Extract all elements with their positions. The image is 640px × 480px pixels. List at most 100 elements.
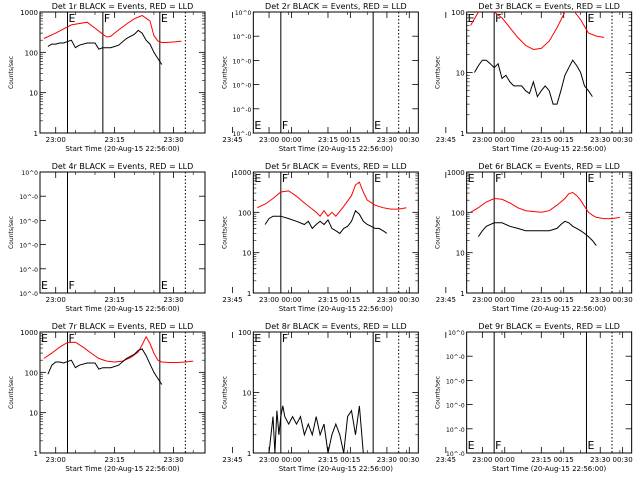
y-tick-label: 10^-0 [446,354,465,361]
x-tick-label: 23:45 [222,136,242,144]
y-tick-label: 1000 [234,169,252,177]
marker-label-E: E [468,439,475,452]
y-tick-label: 1 [34,450,38,458]
marker-label-E: E [161,279,168,292]
detector-panel-5: Det 5r BLACK = Events, RED = LLD 1 10 100 10… [221,162,632,313]
plot-frame [466,171,633,294]
y-tick-label: 10 [29,90,38,98]
y-tick-label: 10^-0 [233,131,252,138]
lld-series-line [470,12,605,51]
x-axis-label: Start Time (20-Aug-15 22:56:00) [65,305,179,313]
marker-label-E: E [587,439,594,452]
x-tick-label: 23:15 [318,296,338,304]
plot-frame [252,331,419,454]
detector-panel-9: Det 9r BLACK = Events, RED = LLD 10^-0 10^… [435,322,633,473]
x-tick-label: 23:45 [222,456,242,464]
y-axis-label: Counts/sec [221,216,228,249]
x-tick-label: 00:00 [281,296,301,304]
x-tick-label: 00:15 [554,296,574,304]
panel-title: Det 5r BLACK = Events, RED = LLD [265,162,407,171]
y-axis-label: Counts/sec [435,376,442,409]
y-tick-label: 10^-0 [446,451,465,458]
y-axis-label: Counts/sec [221,376,228,409]
marker-label-F: F [495,439,501,452]
plot-frame [39,11,206,134]
y-axis-label: Counts/sec [8,376,15,409]
x-tick-label: 00:30 [613,456,633,464]
panel-title: Det 3r BLACK = Events, RED = LLD [478,2,620,11]
panel-title: Det 1r BLACK = Events, RED = LLD [52,2,194,11]
y-tick-label: 100 [25,49,38,57]
x-tick-label: 00:00 [281,136,301,144]
marker-label-E: E [587,12,594,25]
x-tick-label: 23:00 [472,456,492,464]
y-tick-label: 10^0 [448,330,465,337]
y-tick-label: 10^-0 [19,194,38,201]
y-tick-label: 10^-0 [233,107,252,114]
x-tick-label: 23:30 [163,296,183,304]
y-tick-label: 10 [29,410,38,418]
marker-label-F: F [282,172,288,185]
y-tick-label: 1000 [447,169,465,177]
marker-label-E: E [468,172,475,185]
x-tick-label: 23:30 [590,136,610,144]
x-tick-label: 00:30 [613,136,633,144]
y-axis-label: Counts/sec [221,56,228,89]
panel-title: Det 8r BLACK = Events, RED = LLD [265,322,407,331]
y-tick-label: 100 [451,9,464,17]
y-tick-label: 10^-0 [446,403,465,410]
events-series-line [47,29,163,65]
x-tick-label: 23:15 [318,456,338,464]
x-tick-label: 00:30 [399,296,419,304]
plot-frame [466,331,633,454]
x-tick-label: 23:15 [531,136,551,144]
plot-frame [252,171,419,294]
x-tick-label: 00:00 [495,456,515,464]
x-axis-label: Start Time (20-Aug-15 22:56:00) [492,145,606,153]
x-tick-label: 00:15 [554,456,574,464]
x-axis-label: Start Time (20-Aug-15 22:56:00) [65,465,179,473]
y-tick-label: 1 [247,290,251,298]
x-tick-label: 23:00 [46,456,66,464]
marker-label-F: F [282,119,288,132]
y-tick-label: 10^-0 [233,34,252,41]
x-tick-label: 23:15 [105,456,125,464]
events-series-line [477,220,597,246]
x-axis-label: Start Time (20-Aug-15 22:56:00) [492,305,606,313]
y-tick-label: 10^-0 [233,58,252,65]
x-tick-label: 00:30 [399,456,419,464]
detector-panel-3: Det 3r BLACK = Events, RED = LLD 1 10 100 23… [435,2,633,153]
y-tick-label: 10^-0 [19,267,38,274]
x-tick-label: 23:00 [259,456,279,464]
marker-label-F: F [104,12,110,25]
y-tick-label: 100 [238,329,251,337]
events-series-line [47,348,163,385]
lld-series-line [43,335,194,363]
x-tick-label: 23:45 [222,296,242,304]
detector-panel-1: Det 1r BLACK = Events, RED = LLD 1 10 100 10… [8,2,419,153]
x-axis-label: Start Time (20-Aug-15 22:56:00) [279,145,393,153]
marker-label-E: E [374,119,381,132]
x-tick-label: 23:15 [105,136,125,144]
x-tick-label: 23:15 [531,296,551,304]
events-series-line [474,59,593,105]
x-axis-label: Start Time (20-Aug-15 22:56:00) [65,145,179,153]
x-tick-label: 00:15 [340,136,360,144]
y-axis-label: Counts/sec [435,56,442,89]
y-tick-label: 10 [242,250,251,258]
x-tick-label: 23:15 [531,456,551,464]
y-tick-label: 10^-0 [446,427,465,434]
marker-label-E: E [374,172,381,185]
x-tick-label: 23:00 [46,296,66,304]
marker-label-E: E [254,172,261,185]
marker-label-E: E [161,12,168,25]
marker-label-E: E [374,332,381,345]
y-tick-label: 100 [238,209,251,217]
x-tick-label: 23:30 [590,456,610,464]
panel-title: Det 2r BLACK = Events, RED = LLD [265,2,407,11]
x-tick-label: 23:00 [472,136,492,144]
marker-label-F: F [69,332,75,345]
x-tick-label: 23:00 [259,136,279,144]
x-tick-label: 00:15 [340,296,360,304]
